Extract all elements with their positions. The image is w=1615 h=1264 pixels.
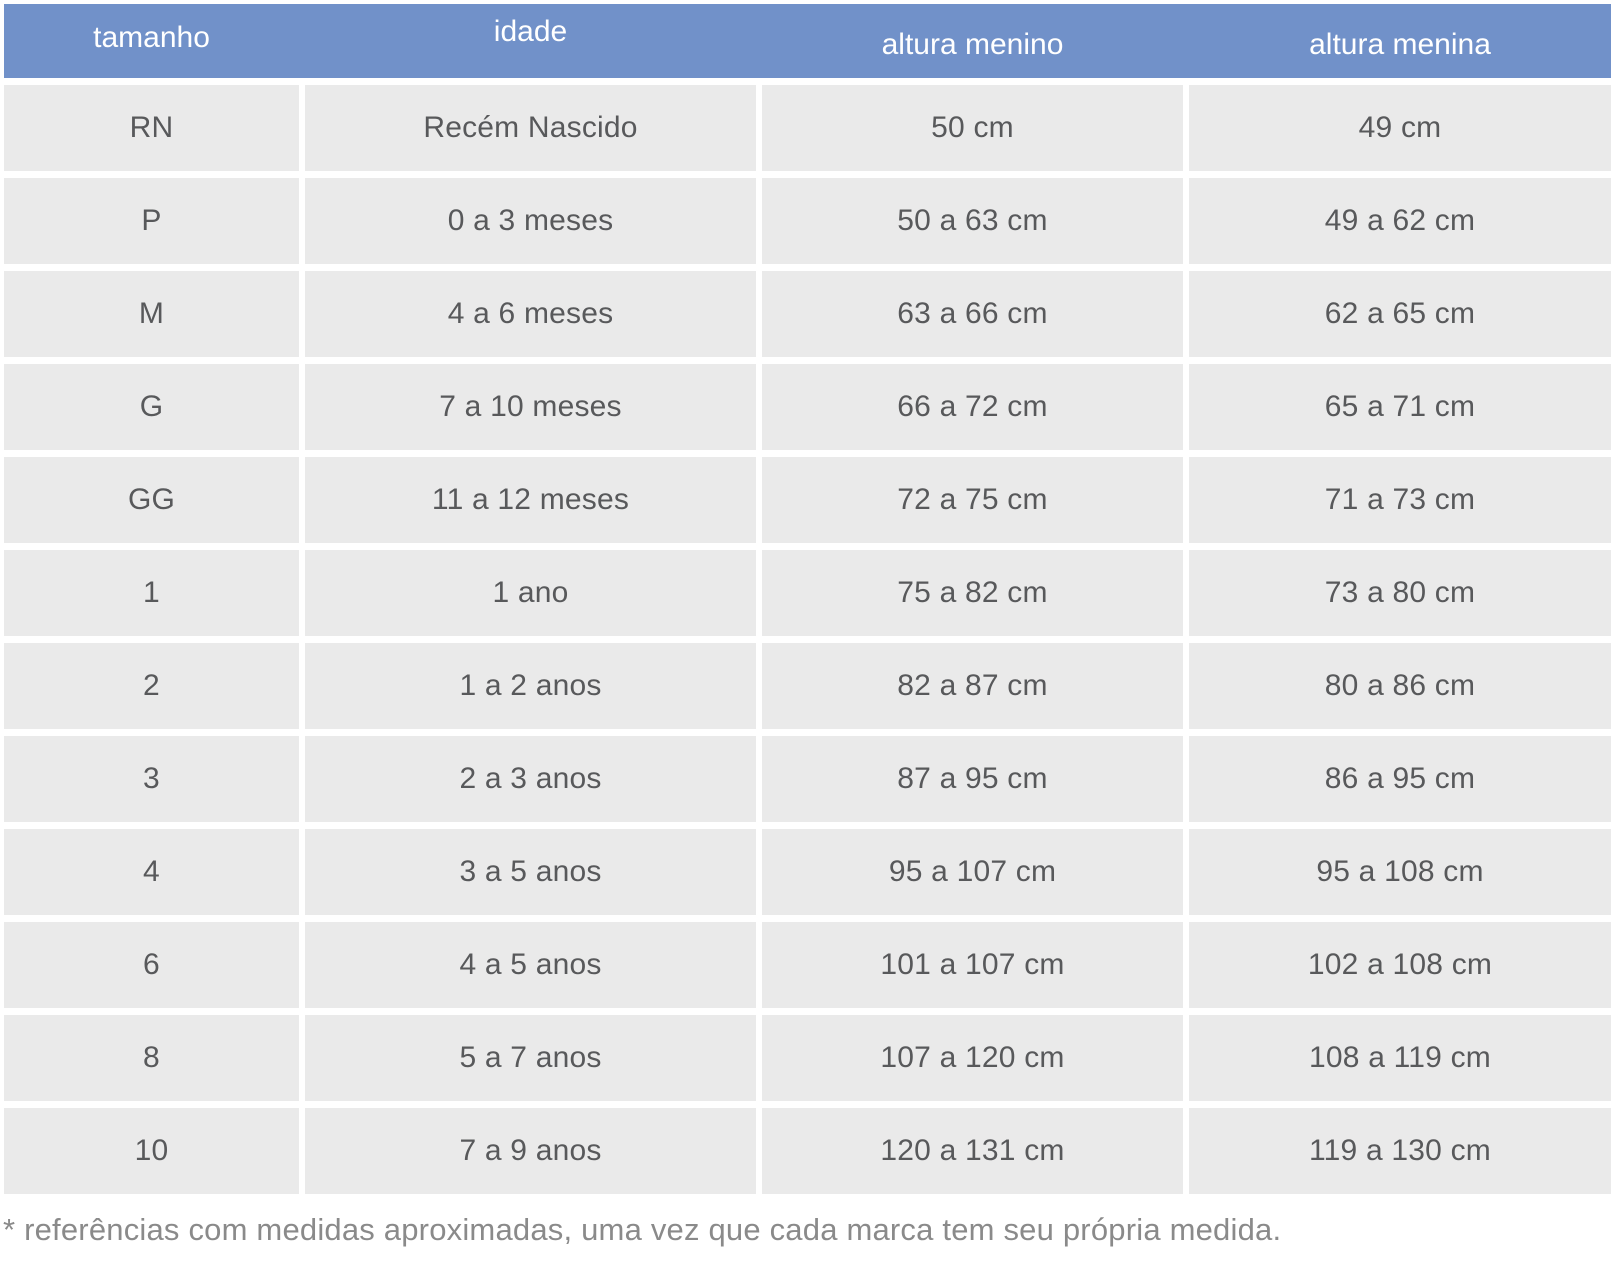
table-header-row: tamanho idade altura menino altura menina <box>4 4 1611 78</box>
table-cell: 10 <box>4 1108 299 1194</box>
table-cell: 49 a 62 cm <box>1189 178 1611 264</box>
table-cell: 120 a 131 cm <box>762 1108 1183 1194</box>
table-cell: 6 <box>4 922 299 1008</box>
table-cell: 108 a 119 cm <box>1189 1015 1611 1101</box>
table-cell: RN <box>4 85 299 171</box>
table-cell: 95 a 107 cm <box>762 829 1183 915</box>
table-cell: 2 a 3 anos <box>305 736 756 822</box>
table-cell: 49 cm <box>1189 85 1611 171</box>
table-cell: 72 a 75 cm <box>762 457 1183 543</box>
table-cell: 50 cm <box>762 85 1183 171</box>
size-chart-table: tamanho idade altura menino altura menina R… <box>4 4 1611 1194</box>
column-header-altura-menina: altura menina <box>1309 28 1491 61</box>
table-cell: M <box>4 271 299 357</box>
column-header-tamanho: tamanho <box>93 21 210 54</box>
table-cell: 8 <box>4 1015 299 1101</box>
table-cell: 73 a 80 cm <box>1189 550 1611 636</box>
table-cell: 7 a 10 meses <box>305 364 756 450</box>
table-cell: 87 a 95 cm <box>762 736 1183 822</box>
table-cell: 0 a 3 meses <box>305 178 756 264</box>
table-cell: 2 <box>4 643 299 729</box>
table-cell: 119 a 130 cm <box>1189 1108 1611 1194</box>
table-cell: Recém Nascido <box>305 85 756 171</box>
table-cell: 65 a 71 cm <box>1189 364 1611 450</box>
table-cell: 66 a 72 cm <box>762 364 1183 450</box>
table-cell: 5 a 7 anos <box>305 1015 756 1101</box>
table-body: RN Recém Nascido 50 cm 49 cm P 0 a 3 meses 50 … <box>4 85 1611 1194</box>
table-cell: 101 a 107 cm <box>762 922 1183 1008</box>
table-cell: 86 a 95 cm <box>1189 736 1611 822</box>
table-cell: 7 a 9 anos <box>305 1108 756 1194</box>
table-cell: 3 <box>4 736 299 822</box>
table-cell: GG <box>4 457 299 543</box>
table-cell: 71 a 73 cm <box>1189 457 1611 543</box>
table-cell: 82 a 87 cm <box>762 643 1183 729</box>
column-header-altura-menino: altura menino <box>881 28 1064 61</box>
table-cell: 107 a 120 cm <box>762 1015 1183 1101</box>
column-header-idade: idade <box>493 15 568 48</box>
table-cell: 4 a 5 anos <box>305 922 756 1008</box>
table-cell: 62 a 65 cm <box>1189 271 1611 357</box>
table-cell: 4 <box>4 829 299 915</box>
table-cell: 95 a 108 cm <box>1189 829 1611 915</box>
table-cell: 75 a 82 cm <box>762 550 1183 636</box>
table-row: GG 11 a 12 meses 72 a 75 cm 71 a 73 cm <box>4 457 1611 543</box>
table-cell: G <box>4 364 299 450</box>
table-cell: 1 ano <box>305 550 756 636</box>
table-cell: 80 a 86 cm <box>1189 643 1611 729</box>
footnote: * referências com medidas aproximadas, u… <box>3 1212 1282 1247</box>
table-row: RN Recém Nascido 50 cm 49 cm <box>4 85 1611 171</box>
table-cell: 3 a 5 anos <box>305 829 756 915</box>
table-row: 10 7 a 9 anos 120 a 131 cm 119 a 130 cm <box>4 1108 1611 1194</box>
table-cell: 63 a 66 cm <box>762 271 1183 357</box>
table-cell: 1 a 2 anos <box>305 643 756 729</box>
table-cell: 102 a 108 cm <box>1189 922 1611 1008</box>
table-cell: P <box>4 178 299 264</box>
table-cell: 4 a 6 meses <box>305 271 756 357</box>
table-cell: 11 a 12 meses <box>305 457 756 543</box>
table-cell: 1 <box>4 550 299 636</box>
table-cell: 50 a 63 cm <box>762 178 1183 264</box>
